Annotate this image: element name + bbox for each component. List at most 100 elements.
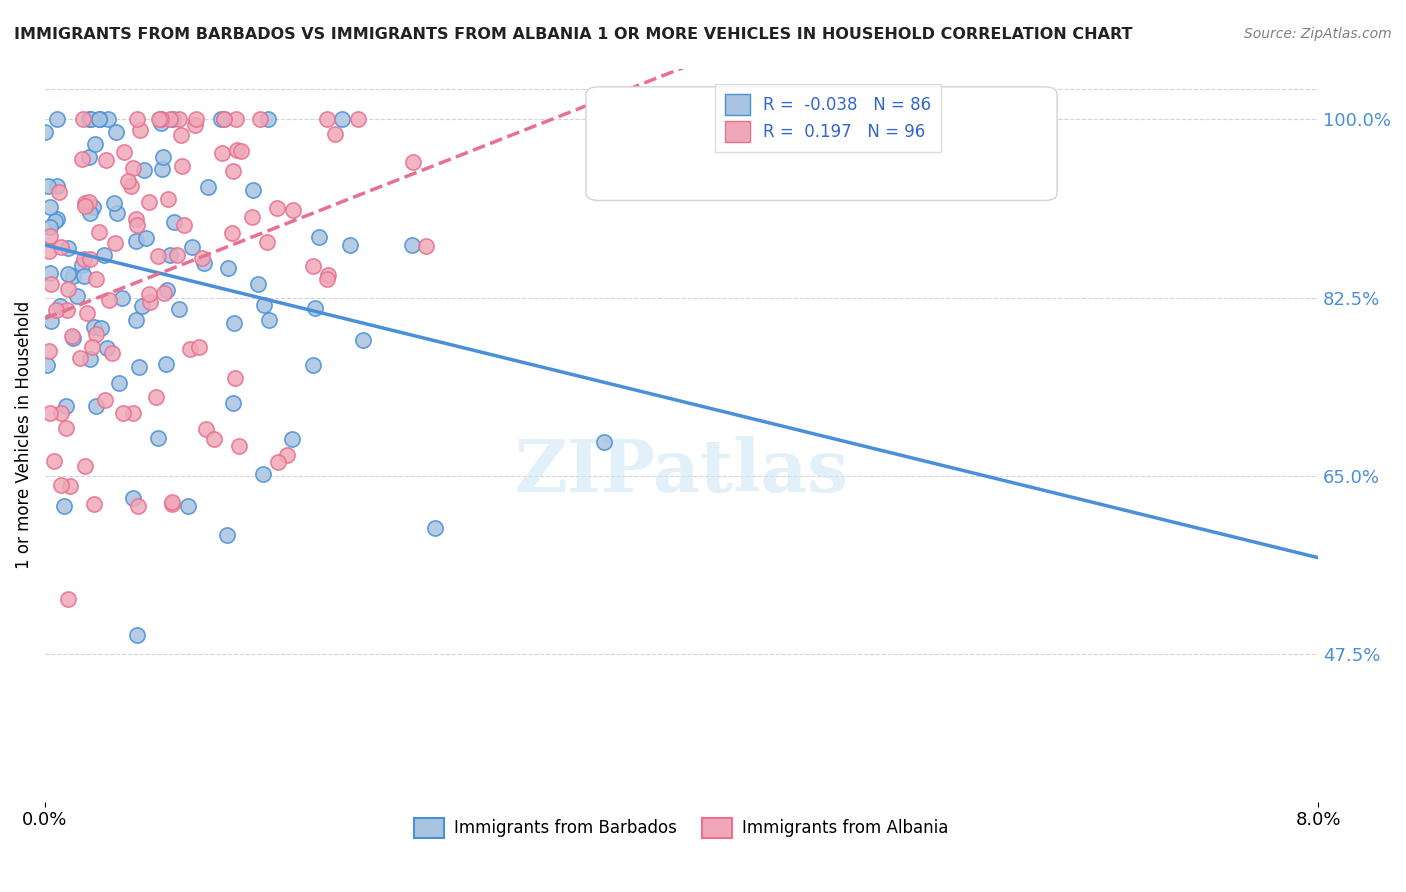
- Point: [45, 112, 67, 127]
- Point: [97, 293, 120, 307]
- Point: [56, 303, 79, 318]
- Point: [58, 267, 80, 281]
- Point: [190, 252, 212, 266]
- Point: [79, 206, 101, 220]
- Point: [120, 178, 142, 193]
- Point: [129, 122, 152, 136]
- Point: [56, 282, 79, 296]
- Point: [167, 302, 190, 317]
- Point: [111, 291, 134, 305]
- Point: [138, 286, 160, 301]
- Point: [281, 433, 304, 447]
- Point: [82, 340, 104, 354]
- Point: [160, 494, 183, 508]
- Point: [121, 161, 143, 175]
- Point: [76, 306, 98, 320]
- Point: [159, 112, 181, 127]
- Point: [38, 266, 60, 280]
- Point: [97, 112, 120, 127]
- Point: [247, 277, 270, 292]
- Point: [153, 285, 176, 300]
- Point: [316, 268, 339, 283]
- Point: [209, 112, 232, 127]
- Point: [425, 521, 447, 535]
- Point: [316, 112, 339, 127]
- Point: [259, 312, 281, 326]
- Point: [127, 499, 149, 513]
- Point: [163, 215, 186, 229]
- Point: [69, 351, 91, 365]
- Point: [56, 591, 79, 606]
- Point: [49, 406, 72, 420]
- Point: [48, 185, 70, 199]
- Point: [39, 200, 62, 214]
- Point: [112, 406, 135, 420]
- FancyBboxPatch shape: [586, 87, 1057, 201]
- Point: [186, 112, 208, 127]
- Point: [79, 352, 101, 367]
- Point: [281, 202, 304, 217]
- Point: [37, 179, 59, 194]
- Point: [100, 345, 122, 359]
- Point: [301, 359, 323, 373]
- Point: [170, 128, 193, 143]
- Y-axis label: 1 or more Vehicles in Household: 1 or more Vehicles in Household: [15, 301, 32, 569]
- Point: [181, 240, 204, 254]
- Point: [121, 491, 143, 505]
- Point: [256, 235, 278, 249]
- Point: [46, 179, 69, 194]
- Point: [212, 112, 235, 127]
- Legend: Immigrants from Barbados, Immigrants from Albania: Immigrants from Barbados, Immigrants fro…: [408, 811, 955, 845]
- Point: [49, 477, 72, 491]
- Point: [125, 234, 148, 248]
- Point: [249, 112, 271, 127]
- Point: [94, 392, 117, 407]
- Point: [323, 128, 346, 142]
- Point: [222, 164, 245, 178]
- Point: [231, 144, 253, 158]
- Point: [304, 301, 326, 315]
- Point: [84, 326, 107, 341]
- Point: [34, 125, 56, 139]
- Point: [108, 376, 131, 390]
- Point: [347, 112, 370, 127]
- Point: [188, 340, 211, 354]
- Point: [146, 249, 169, 263]
- Point: [225, 112, 247, 127]
- Point: [160, 497, 183, 511]
- Point: [157, 192, 180, 206]
- Point: [148, 431, 170, 445]
- Point: [104, 235, 127, 250]
- Point: [308, 230, 330, 244]
- Point: [87, 112, 110, 127]
- Point: [82, 200, 104, 214]
- Point: [45, 303, 67, 318]
- Point: [94, 153, 117, 168]
- Point: [401, 238, 423, 252]
- Point: [125, 313, 148, 327]
- Point: [89, 112, 111, 127]
- Point: [84, 272, 107, 286]
- Point: [49, 299, 72, 313]
- Point: [402, 155, 425, 169]
- Point: [228, 439, 250, 453]
- Point: [59, 479, 82, 493]
- Point: [79, 252, 101, 266]
- Point: [83, 498, 105, 512]
- Point: [212, 112, 235, 127]
- Point: [87, 225, 110, 239]
- Point: [139, 295, 162, 310]
- Point: [252, 467, 274, 482]
- Point: [73, 199, 96, 213]
- Point: [39, 277, 62, 291]
- Point: [117, 174, 139, 188]
- Point: [38, 344, 60, 359]
- Text: ZIPatlas: ZIPatlas: [515, 436, 849, 508]
- Point: [125, 628, 148, 642]
- Point: [79, 112, 101, 127]
- Point: [224, 371, 246, 385]
- Point: [162, 112, 184, 127]
- Point: [215, 528, 238, 542]
- Point: [145, 390, 167, 404]
- Point: [80, 112, 103, 127]
